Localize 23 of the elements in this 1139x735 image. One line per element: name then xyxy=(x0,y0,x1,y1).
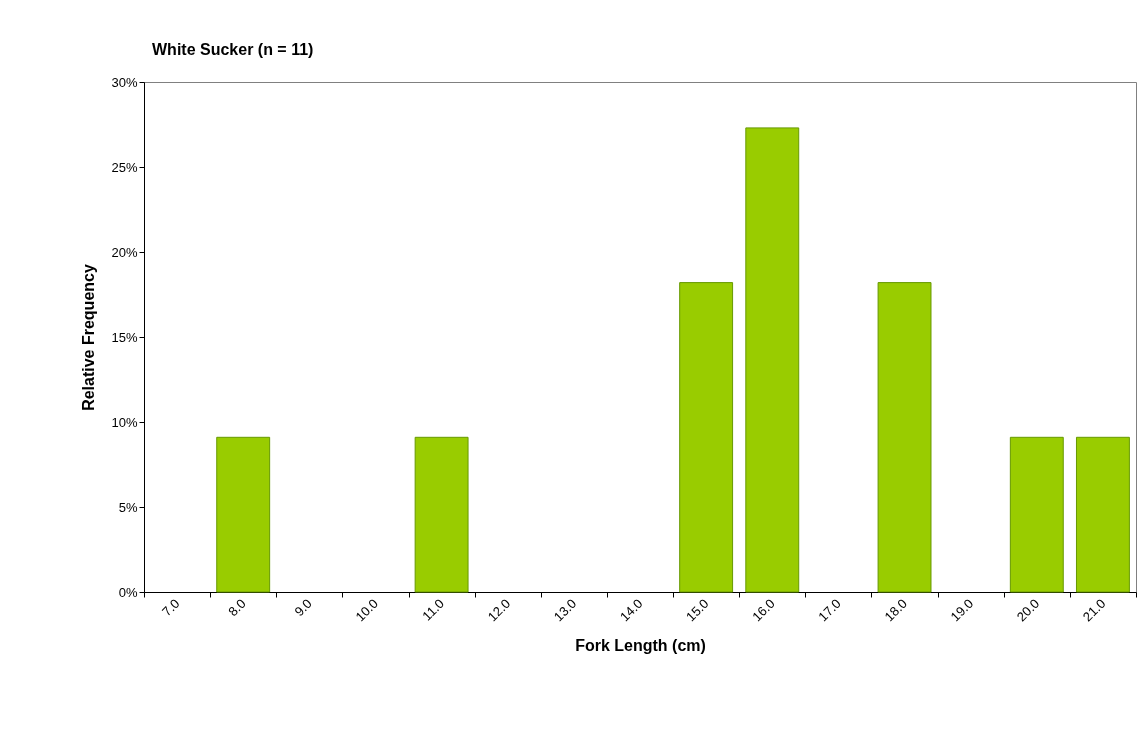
bar xyxy=(745,127,800,593)
bar xyxy=(877,282,932,593)
y-tick-label: 10% xyxy=(111,414,138,430)
chart-title: White Sucker (n = 11) xyxy=(152,41,314,58)
x-axis-title: Fork Length (cm) xyxy=(575,637,706,655)
bar xyxy=(1009,436,1064,593)
y-tick-label: 25% xyxy=(111,159,138,175)
bar xyxy=(679,282,734,593)
x-tick-label: 13.0 xyxy=(550,595,580,625)
bar xyxy=(1075,436,1130,593)
x-tick-label: 7.0 xyxy=(159,595,183,620)
x-tick-label: 12.0 xyxy=(484,595,514,625)
x-tick-label: 9.0 xyxy=(291,595,315,620)
y-tick-label: 0% xyxy=(118,584,138,600)
x-tick-label: 11.0 xyxy=(419,595,448,624)
bar xyxy=(414,436,469,593)
y-tick-label: 5% xyxy=(118,499,138,515)
x-tick-label: 8.0 xyxy=(225,595,249,620)
y-axis-title: Relative Frequency xyxy=(80,264,98,411)
y-tick-label: 20% xyxy=(111,244,138,260)
y-tick-label: 30% xyxy=(111,74,138,90)
bar xyxy=(216,436,271,593)
y-tick-label: 15% xyxy=(111,329,138,345)
